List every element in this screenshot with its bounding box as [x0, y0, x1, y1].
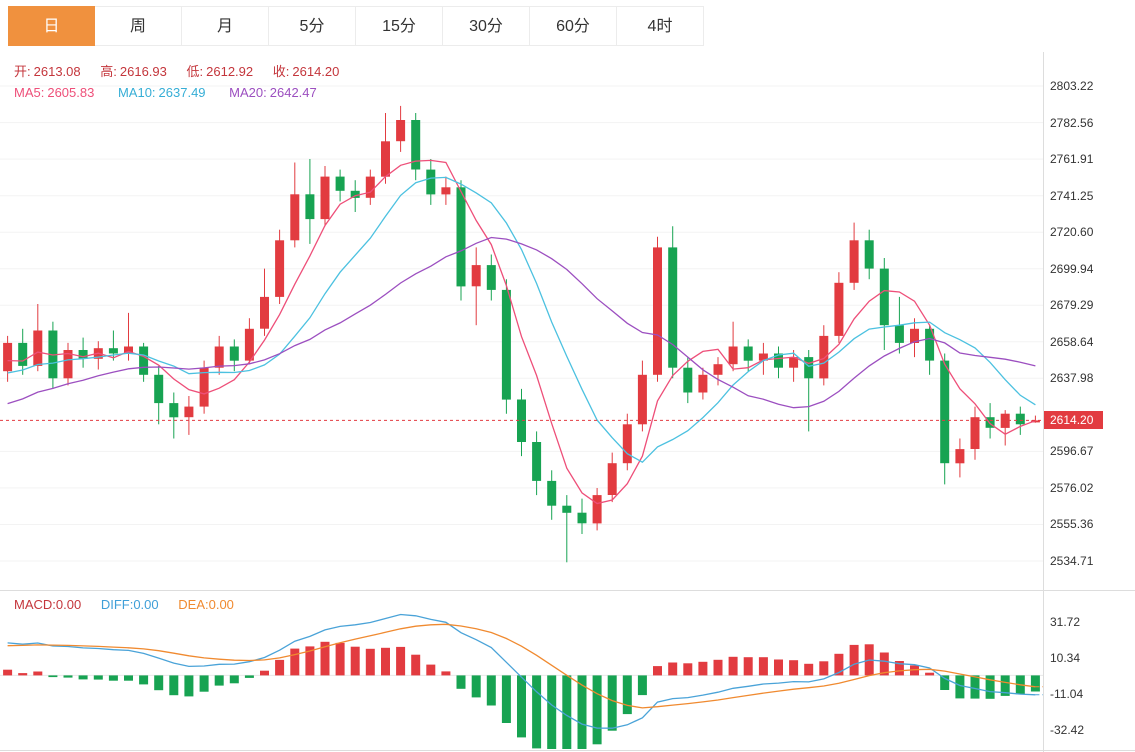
price-axis-label: 2699.94	[1050, 261, 1094, 276]
tab-15min[interactable]: 15分	[356, 6, 443, 46]
tab-5min[interactable]: 5分	[269, 6, 356, 46]
ma20-value: 2642.47	[269, 85, 317, 100]
dea-value: 0.00	[208, 597, 234, 612]
close-label: 收:	[272, 64, 290, 79]
dea-label: DEA:	[178, 597, 209, 612]
price-axis-label: 2576.02	[1050, 480, 1094, 495]
macd-value: 0.00	[55, 597, 82, 612]
diff-label: DIFF:	[100, 597, 134, 612]
open-value: 2613.08	[33, 64, 81, 79]
price-axis-label: 2658.64	[1050, 334, 1094, 349]
high-value: 2616.93	[119, 64, 167, 79]
close-value: 2614.20	[292, 64, 340, 79]
ma10-value: 2637.49	[158, 85, 206, 100]
tab-month[interactable]: 月	[182, 6, 269, 46]
macd-axis-label: 10.34	[1050, 650, 1081, 665]
price-axis-label: 2803.22	[1050, 79, 1094, 94]
last-price-badge: 2614.20	[1044, 411, 1104, 430]
tab-week[interactable]: 周	[95, 6, 182, 46]
diff-value: 0.00	[133, 597, 159, 612]
ma5-label: MA5:	[14, 85, 45, 100]
macd-readout: MACD:0.00 DIFF:0.00 DEA:0.00	[14, 597, 250, 612]
tab-30min[interactable]: 30分	[443, 6, 530, 46]
ohlc-readout: 开: 2613.08 高: 2616.93 低: 2612.92 收: 2614.20	[14, 61, 355, 80]
ma10-label: MA10:	[117, 85, 156, 100]
low-label: 低:	[186, 64, 204, 79]
period-tabbar: 日 周 月 5分 15分 30分 60分 4时	[0, 0, 704, 46]
price-axis-label: 2555.36	[1050, 517, 1094, 532]
tab-day[interactable]: 日	[8, 6, 95, 46]
high-label: 高:	[100, 64, 117, 79]
macd-label: MACD:	[14, 597, 56, 612]
macd-axis-label: -11.04	[1050, 686, 1084, 701]
price-axis-label: 2679.29	[1050, 298, 1094, 313]
ma20-label: MA20:	[229, 85, 267, 100]
price-axis: 2803.22 2782.56 2761.91 2741.25 2720.60 2699.…	[1046, 0, 1135, 752]
tab-4hour[interactable]: 4时	[617, 6, 704, 46]
price-axis-label: 2782.56	[1050, 115, 1094, 130]
ma-readout: MA5: 2605.83 MA10: 2637.49 MA20: 2642.47	[14, 85, 337, 100]
price-axis-label: 2534.71	[1050, 554, 1094, 569]
macd-axis-label: 31.72	[1050, 614, 1081, 629]
price-axis-label: 2761.91	[1050, 152, 1094, 167]
price-axis-label: 2637.98	[1050, 371, 1094, 386]
price-axis-label: 2741.25	[1050, 188, 1094, 203]
macd-axis-label: -32.42	[1050, 722, 1085, 737]
price-axis-label: 2596.67	[1050, 444, 1094, 459]
low-value: 2612.92	[206, 64, 254, 79]
open-label: 开:	[14, 64, 31, 79]
tab-60min[interactable]: 60分	[530, 6, 617, 46]
price-axis-label: 2720.60	[1050, 225, 1094, 240]
ma5-value: 2605.83	[47, 85, 95, 100]
